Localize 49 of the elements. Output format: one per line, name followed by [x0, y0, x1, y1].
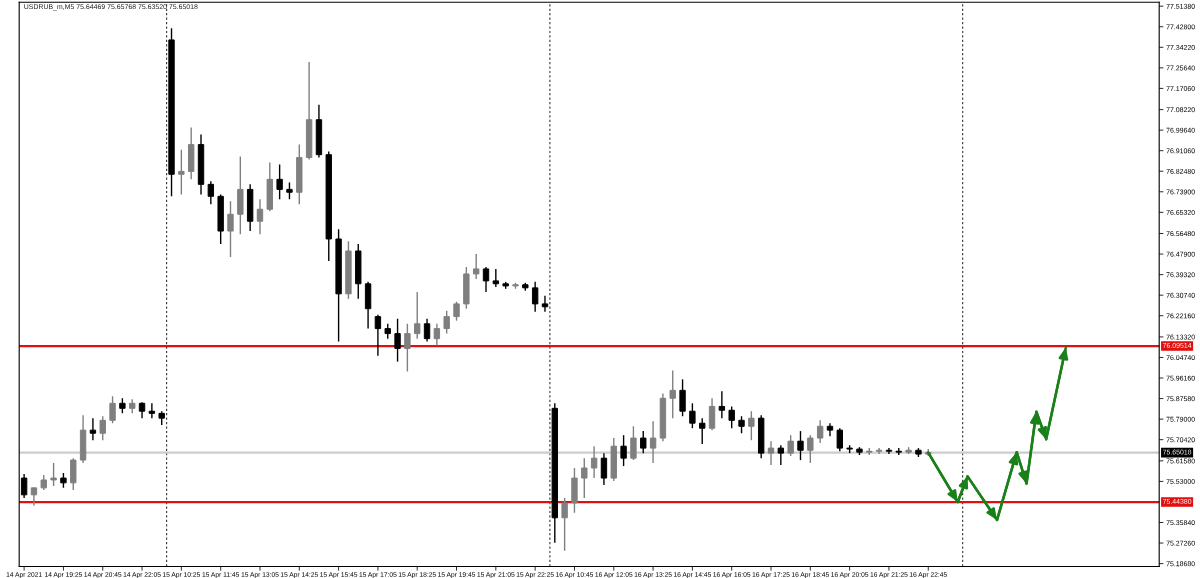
candlestick [600, 452, 608, 486]
candlestick [227, 200, 234, 258]
candlestick [718, 390, 726, 419]
candlestick [649, 420, 657, 464]
candlestick [109, 395, 116, 424]
candlestick [472, 253, 480, 280]
candlestick [689, 402, 696, 429]
candlestick [394, 318, 401, 363]
candlestick [816, 419, 824, 444]
candlestick [797, 430, 804, 461]
candlestick [374, 313, 382, 357]
candlestick [89, 417, 97, 441]
candlestick [581, 457, 588, 499]
candlestick [620, 434, 627, 467]
candlestick [70, 457, 77, 491]
candlestick [99, 415, 106, 441]
candlestick [276, 163, 283, 200]
candlestick [640, 430, 647, 454]
candlestick [443, 310, 450, 335]
candlestick [590, 445, 598, 479]
candlestick [777, 444, 785, 466]
candlestick [885, 447, 893, 455]
candlestick [492, 268, 500, 288]
candlestick [708, 397, 716, 431]
candlestick [669, 369, 676, 419]
candlestick [423, 318, 431, 343]
candlestick [836, 427, 843, 452]
candlestick [531, 281, 539, 313]
candlestick [541, 295, 549, 313]
candlestick [561, 497, 568, 552]
candlestick [787, 434, 794, 457]
candlestick [748, 410, 755, 441]
candlestick [178, 148, 185, 196]
candlestick [404, 323, 411, 373]
candlestick [414, 291, 421, 340]
candlestick [453, 301, 460, 322]
candlestick [256, 198, 264, 235]
candlestick [433, 323, 441, 347]
candlestick [728, 405, 735, 429]
candlestick [148, 402, 156, 419]
candlestick [767, 440, 775, 466]
candlestick [482, 266, 490, 293]
candlestick [207, 180, 215, 205]
candlestick [630, 425, 637, 461]
candlestick [807, 434, 814, 464]
candlestick [679, 378, 686, 417]
candlestick [875, 447, 883, 455]
candlestick [50, 462, 57, 487]
candlestick [699, 417, 706, 445]
